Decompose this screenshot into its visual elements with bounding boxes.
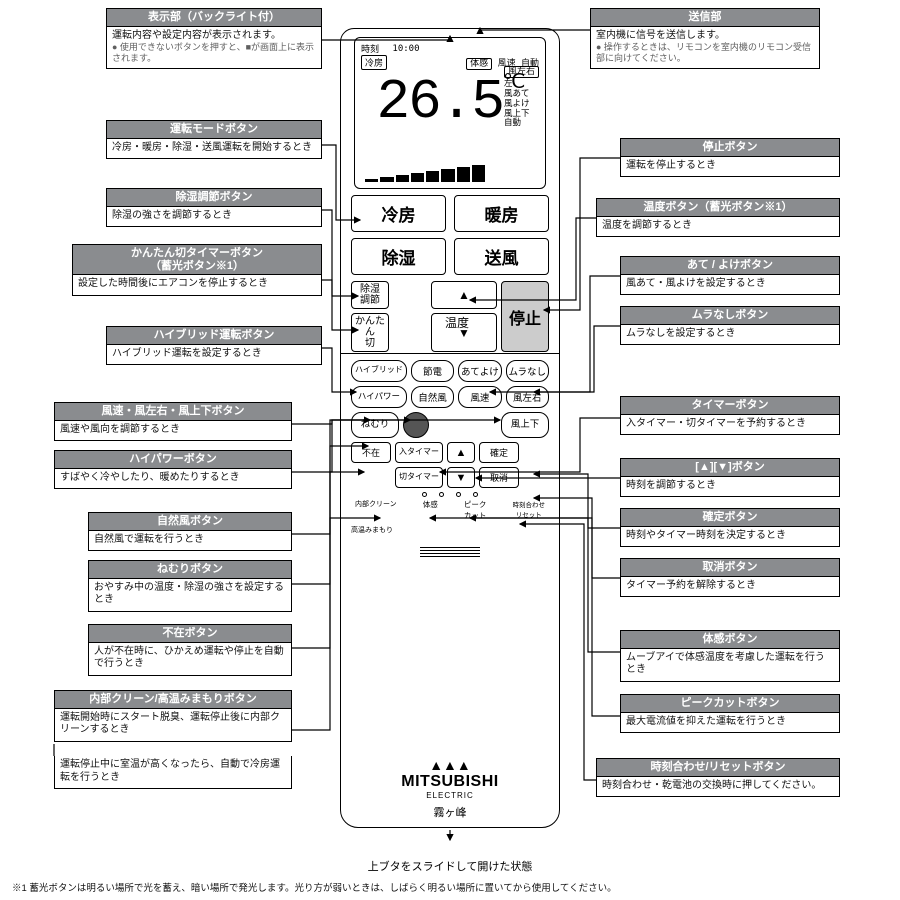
stop-button[interactable]: 停止 — [501, 281, 549, 352]
peak-pin-button[interactable] — [456, 492, 461, 497]
even-button[interactable]: ムラなし — [506, 360, 549, 382]
callout-sleep: ねむりボタン おやすみ中の温度・除湿の強さを設定するとき — [88, 560, 292, 612]
callout-header: 表示部（バックライト付） — [107, 9, 321, 27]
dry-button[interactable]: 除湿 — [351, 238, 446, 275]
callout-hybrid: ハイブリッド運転ボタン ハイブリッド運転を設定するとき — [106, 326, 322, 365]
callout-easy-timer: かんたん切タイマーボタン （蓄光ボタン※1） 設定した時間後にエアコンを停止する… — [72, 244, 322, 296]
callout-cancel: 取消ボタン タイマー予約を解除するとき — [620, 558, 840, 597]
callout-mode: 運転モードボタン 冷房・暖房・除湿・送風運転を開始するとき — [106, 120, 322, 159]
callout-stop: 停止ボタン 運転を停止するとき — [620, 138, 840, 177]
callout-sense: 体感ボタン ムーブアイで体感温度を考慮した運転を行うとき — [620, 630, 840, 682]
fan-button[interactable]: 送風 — [454, 238, 549, 275]
callout-dry-adjust: 除湿調節ボタン 除湿の強さを調節するとき — [106, 188, 322, 227]
clean-pin-button[interactable] — [422, 492, 427, 497]
footnote: ※1 蓄光ボタンは明るい場所で光を蓄え、暗い場所で発光します。光り方が弱いときは… — [12, 880, 617, 894]
callout-timer: タイマーボタン 入タイマー・切タイマーを予約するとき — [620, 396, 840, 435]
callout-clock-reset: 時刻合わせ/リセットボタン 時刻合わせ・乾電池の交換時に押してください。 — [596, 758, 840, 797]
lcd-bar-graph — [365, 164, 485, 182]
callout-text: 運転内容や設定内容が表示されます。 — [112, 30, 316, 43]
natural-button[interactable]: 自然風 — [411, 386, 454, 408]
callout-peak: ピークカットボタン 最大電流値を抑えた運転を行うとき — [620, 694, 840, 733]
lcd-display: 時刻 10:00 冷房 体感 風速 自動 26.5℃ 風左右 左 風あて 風よけ… — [354, 37, 546, 189]
bottom-caption: 上ブタをスライドして開けた状態 — [368, 858, 533, 874]
sleep-button[interactable]: ねむり — [351, 412, 399, 438]
confirm-button[interactable]: 確定 — [479, 442, 519, 463]
hybrid-button[interactable]: ハイブリッド — [351, 360, 407, 382]
off-timer-button[interactable]: 切タイマー — [395, 467, 443, 488]
callout-arrows: [▲][▼]ボタン 時刻を調節するとき — [620, 458, 840, 497]
lcd-right-indicators: 風左右 左 風あて 風よけ 風上下 自動 — [504, 66, 539, 129]
callout-natural: 自然風ボタン 自然風で運転を行うとき — [88, 512, 292, 551]
cancel-button[interactable]: 取消 — [479, 467, 519, 488]
callout-absent: 不在ボタン 人が不在時に、ひかえめ運転や停止を自動で行うとき — [88, 624, 292, 676]
speed-button[interactable]: 風速 — [458, 386, 501, 408]
clock-reset-pin-button[interactable] — [473, 492, 478, 497]
dry-adjust-button[interactable]: 除湿 調節 — [351, 281, 389, 309]
callout-display: 表示部（バックライト付） 運転内容や設定内容が表示されます。 ● 使用できないボ… — [106, 8, 322, 69]
callout-clean: 内部クリーン/高温みまもりボタン 運転開始時にスタート脱臭、運転停止後に内部クリ… — [54, 690, 292, 742]
on-timer-button[interactable]: 入タイマー — [395, 442, 443, 463]
absent-button[interactable]: 不在 — [351, 442, 391, 463]
recessed-buttons — [351, 492, 549, 497]
callout-confirm: 確定ボタン 時刻やタイマー時刻を決定するとき — [620, 508, 840, 547]
easy-timer-button[interactable]: かんたん 切 — [351, 313, 389, 352]
ud-button[interactable]: 風上下 — [501, 412, 549, 438]
sleep-icon[interactable] — [403, 412, 429, 438]
down-button[interactable]: ▼ — [447, 467, 475, 488]
callout-transmit: 送信部 室内機に信号を送信します。 ● 操作するときは、リモコンを室内機のリモコ… — [590, 8, 820, 69]
brand-logo: ▲▲▲ MITSUBISHI ELECTRIC 霧ヶ峰 — [351, 757, 549, 820]
callout-fan-dir: 風速・風左右・風上下ボタン 風速や風向を調節するとき — [54, 402, 292, 441]
heat-button[interactable]: 暖房 — [454, 195, 549, 232]
up-button[interactable]: ▲ — [447, 442, 475, 463]
callout-temp: 温度ボタン（蓄光ボタン※1） 温度を調節するとき — [596, 198, 840, 237]
temp-up-button[interactable]: ▲ — [431, 281, 497, 309]
lr-button[interactable]: 風左右 — [506, 386, 549, 408]
eco-button[interactable]: 節電 — [411, 360, 454, 382]
callout-hipower: ハイパワーボタン すばやく冷やしたり、暖めたりするとき — [54, 450, 292, 489]
remote-body: 時刻 10:00 冷房 体感 風速 自動 26.5℃ 風左右 左 風あて 風よけ… — [340, 28, 560, 828]
hipower-button[interactable]: ハイパワー — [351, 386, 407, 408]
callout-clean2: 運転停止中に室温が高くなったら、自動で冷房運転を行うとき — [54, 756, 292, 789]
callout-note: ● 使用できないボタンを押すと、■が画面上に表示されます。 — [112, 42, 316, 64]
direct-button[interactable]: あてよけ — [458, 360, 501, 382]
cool-button[interactable]: 冷房 — [351, 195, 446, 232]
sense-pin-button[interactable] — [439, 492, 444, 497]
callout-direct: あて / よけボタン 風あて・風よけを設定するとき — [620, 256, 840, 295]
callout-even: ムラなしボタン ムラなしを設定するとき — [620, 306, 840, 345]
speaker-grille — [420, 547, 480, 557]
